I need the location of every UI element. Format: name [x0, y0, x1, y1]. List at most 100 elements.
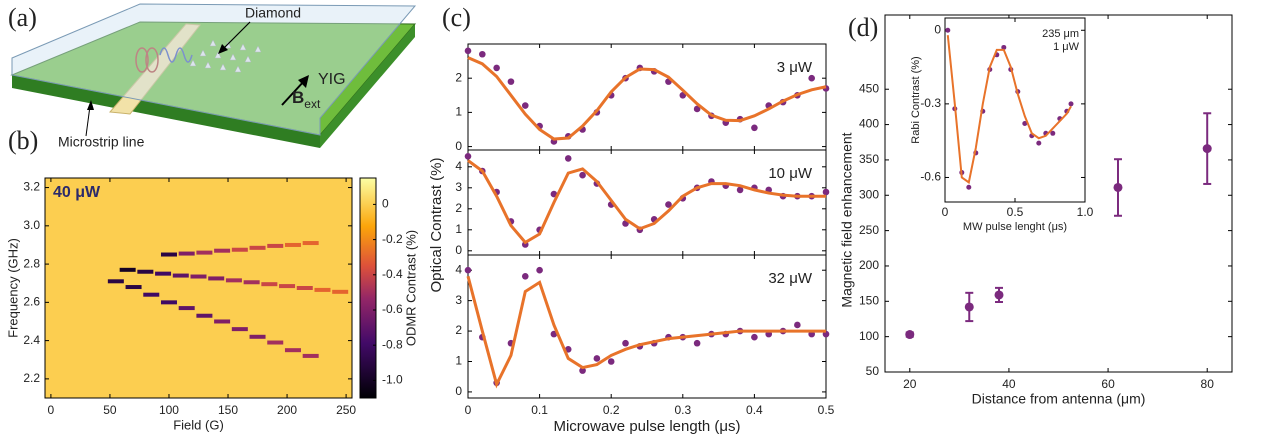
- panel-label: (c): [442, 3, 471, 32]
- y-tick-label: 2.2: [23, 371, 40, 385]
- heatmap-cell: [214, 319, 231, 324]
- label: B: [292, 88, 304, 107]
- heatmap-cell: [125, 285, 142, 290]
- y-axis-label: Magnetic field enhancement: [839, 132, 855, 307]
- heatmap-cell: [107, 279, 124, 284]
- fit-line: [466, 275, 826, 389]
- arrow-head: [298, 75, 309, 88]
- diamonds: [189, 39, 262, 73]
- data-point: [945, 27, 951, 33]
- yig-side: [12, 75, 320, 148]
- arrow: [281, 79, 306, 106]
- arrow: [221, 21, 251, 51]
- heatmap-cell: [279, 284, 296, 289]
- x-tick-label: 50: [103, 403, 117, 417]
- y-tick-label: 450: [859, 81, 879, 95]
- data-point: [808, 74, 815, 82]
- colorbar-tick-label: -0.6: [382, 302, 403, 316]
- x-tick-label: 40: [1002, 377, 1016, 391]
- arrow: [85, 105, 91, 137]
- heatmap-cell: [243, 280, 260, 285]
- heatmap-cell: [231, 327, 248, 332]
- data-point: [1202, 144, 1212, 154]
- data-point: [905, 330, 915, 340]
- panel-label: (a): [8, 3, 37, 32]
- heatmap-cell: [314, 287, 331, 292]
- colorbar-tick-label: -0.8: [382, 337, 403, 351]
- y-tick-label: 0: [934, 22, 941, 36]
- y-tick-label: 350: [859, 152, 879, 166]
- data-point: [966, 184, 972, 190]
- heatmap-cell: [178, 251, 195, 256]
- data-point: [536, 266, 543, 274]
- y-tick-label: 0: [455, 243, 462, 257]
- heatmap-cell: [160, 252, 177, 257]
- heatmap-cell: [143, 292, 160, 297]
- data-point: [464, 266, 472, 274]
- heatmap-cell: [284, 348, 301, 353]
- heatmap-cell: [208, 276, 225, 281]
- y-tick-label: 2: [455, 201, 462, 215]
- y-axis-label: Frequency (GHz): [5, 238, 20, 338]
- glass-box: [11, 3, 417, 136]
- heatmap-cell: [196, 313, 213, 318]
- y-tick-label: 300: [859, 187, 879, 201]
- data-point: [822, 188, 830, 196]
- heatmap-cell: [172, 273, 189, 278]
- x-tick-label: 0.4: [746, 403, 763, 417]
- y-tick-label: 2.4: [23, 333, 40, 347]
- data-point: [1068, 101, 1074, 107]
- data-point: [736, 186, 744, 194]
- y-tick-label: 0: [455, 139, 462, 153]
- heatmap-cell: [225, 278, 242, 283]
- yig-side: [320, 24, 415, 148]
- colorbar-tick-label: 0: [382, 197, 389, 211]
- x-tick-label: 0.5: [818, 403, 835, 417]
- data-point: [994, 290, 1004, 300]
- heatmap-cell: [190, 274, 207, 279]
- y-axis-label: ODMR Contrast (%): [403, 230, 418, 346]
- y-tick-label: 3: [455, 293, 462, 307]
- heatmap-cell: [249, 245, 266, 250]
- panel-label: (d): [848, 13, 878, 42]
- plot-frame: [467, 254, 827, 399]
- y-tick-label: 2.6: [23, 295, 40, 309]
- plot-frame: [44, 177, 353, 399]
- data-point: [665, 201, 672, 208]
- x-tick-label: 250: [336, 403, 356, 417]
- data-point: [507, 78, 515, 85]
- data-point: [479, 50, 486, 58]
- data-point: [1113, 182, 1123, 192]
- y-tick-label: 3.2: [23, 180, 40, 194]
- y-tick-label: -0.6: [920, 170, 941, 184]
- fit-line: [946, 35, 1072, 185]
- wave: [159, 47, 193, 63]
- data-point: [964, 302, 974, 312]
- y-axis-label: Rabi Contrast (%): [910, 56, 922, 143]
- annotation: 235 μm: [1042, 28, 1079, 40]
- data-point: [593, 355, 601, 362]
- x-axis-label: MW pulse lenght (μs): [963, 221, 1067, 233]
- data-point: [607, 358, 615, 365]
- heatmap-cell: [267, 340, 284, 345]
- data-point: [1001, 44, 1007, 50]
- annotation: 1 μW: [1053, 41, 1080, 53]
- arrow-head: [87, 100, 94, 110]
- heatmap-cell: [302, 241, 319, 246]
- data-point: [1022, 120, 1028, 126]
- x-tick-label: 0.5: [1007, 205, 1024, 219]
- heatmap-cell: [155, 271, 172, 276]
- x-tick-label: 0: [48, 403, 55, 417]
- y-tick-label: -0.3: [920, 96, 941, 110]
- fit-line: [467, 159, 826, 245]
- annotation: 32 μW: [768, 270, 812, 287]
- y-tick-label: 4: [455, 262, 462, 276]
- label: Microstrip line: [58, 134, 145, 150]
- heatmap-cell: [332, 289, 349, 294]
- label: Diamond: [245, 5, 301, 21]
- x-tick-label: 150: [218, 403, 238, 417]
- y-tick-label: 250: [859, 223, 879, 237]
- y-tick-label: 1: [455, 105, 462, 119]
- schematic: [10, 3, 417, 148]
- data-point: [579, 367, 586, 374]
